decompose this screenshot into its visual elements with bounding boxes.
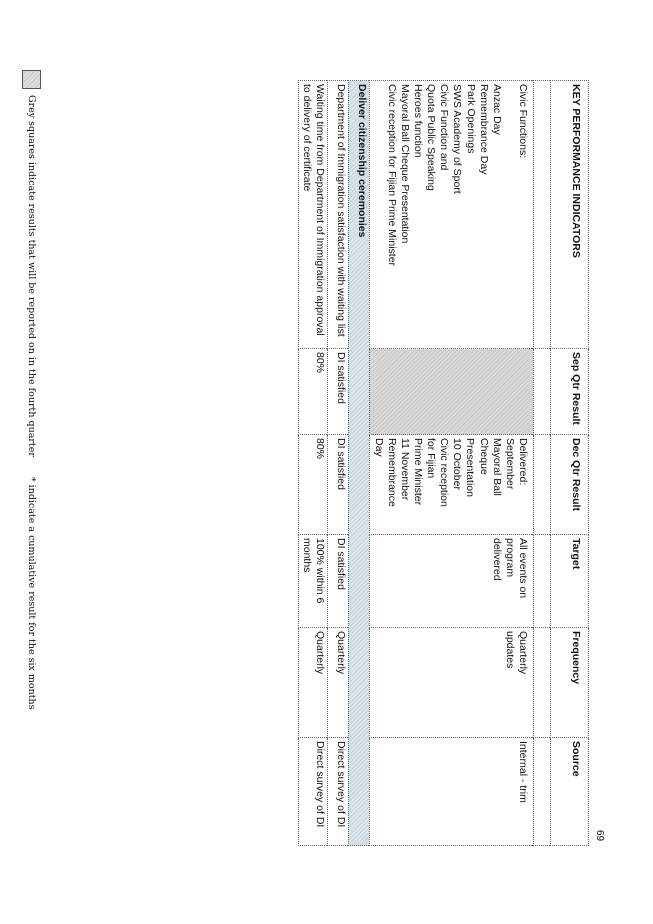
row-source: Direct survey of DI (327, 737, 349, 846)
row-target: DI satisfied (327, 534, 349, 628)
row-sep: DI satisfied (327, 348, 349, 435)
header-dec-qtr: Dec Qtr Result (550, 434, 589, 535)
civic-frequency-line: updates (503, 631, 516, 669)
civic-kpi-line: Mayoral Ball Cheque Presentation (399, 84, 411, 244)
row-frequency: Quarterly (327, 627, 349, 738)
section-row: Deliver citizenship ceremonies (348, 80, 370, 846)
civic-functions-row: Civic Functions: Anzac Day Remembrance D… (369, 80, 534, 846)
civic-dec-line: Remembrance (385, 438, 398, 507)
civic-kpi-line: Heroes function (412, 84, 425, 158)
blank-line (503, 84, 516, 345)
civic-target-cell: All events on program delivered (369, 534, 534, 628)
civic-kpi-line: Anzac Day (490, 84, 503, 135)
civic-target-line: program (503, 538, 516, 578)
civic-dec-line: 10 October (451, 438, 464, 490)
section-title: Deliver citizenship ceremonies (348, 80, 370, 846)
legend-text: Grey squares indicate results that will … (26, 95, 37, 457)
row-sep: 80% (298, 348, 328, 435)
civic-dec-line: Presentation (464, 438, 477, 497)
header-target: Target (550, 534, 589, 628)
civic-kpi-line: Civic reception for Fijian Prime Ministe… (385, 84, 398, 267)
civic-frequency-cell: Quarterly updates (369, 627, 534, 738)
row-target: 100% within 6 months (298, 534, 328, 628)
row-source: Direct survey of DI (298, 737, 328, 846)
civic-kpi-line: Quota Public Speaking (425, 84, 438, 191)
row-dec: DI satisfied (327, 434, 349, 535)
table-row: Department of Immigration satisfaction w… (327, 80, 349, 846)
civic-dec-line: Delivered: (517, 438, 529, 486)
civic-dec-line: Civic reception (438, 438, 451, 507)
civic-dec-cell: Delivered: September Mayoral Ball Cheque… (369, 434, 534, 535)
sep-result-grey-cell (369, 348, 534, 435)
civic-dec-line: Day (372, 438, 385, 457)
grey-square-legend-icon (22, 70, 41, 89)
civic-frequency-line: Quarterly (517, 631, 529, 675)
page-number: 69 (594, 830, 605, 842)
civic-target-line: All events on (517, 538, 529, 599)
civic-kpi-line: Civic Functions: (517, 84, 529, 159)
civic-dec-line: 11 November (398, 438, 411, 501)
row-dec: 80% (298, 434, 328, 535)
civic-kpi-line: Park Openings (464, 84, 477, 154)
civic-dec-line: for Fijian (425, 438, 438, 479)
civic-dec-line: Cheque (477, 438, 490, 475)
civic-target-line: delivered (490, 538, 503, 581)
header-kpi: KEY PERFORMANCE INDICATORS (550, 80, 589, 349)
civic-dec-line: Mayoral Ball (490, 438, 503, 496)
header-sep-qtr: Sep Qtr Result (550, 348, 589, 435)
civic-kpi-line: SWS Academy of Sport (451, 84, 464, 194)
civic-kpi-cell: Civic Functions: Anzac Day Remembrance D… (369, 80, 534, 349)
row-frequency: Quarterly (298, 627, 328, 738)
civic-source-cell: Internal - trim (369, 737, 534, 846)
spacer-row (533, 80, 551, 846)
footer: Grey squares indicate results that will … (22, 70, 41, 850)
civic-dec-line: Prime Minister (412, 438, 424, 506)
table-row: Waiting time from Department of Immigrat… (298, 80, 328, 846)
cumulative-footnote: * indicate a cumulative result for the s… (26, 476, 37, 710)
civic-kpi-line: Remembrance Day (477, 84, 490, 175)
row-kpi: Waiting time from Department of Immigrat… (298, 80, 328, 349)
header-source: Source (550, 737, 589, 846)
civic-dec-line: September (503, 438, 516, 490)
kpi-table: KEY PERFORMANCE INDICATORS Sep Qtr Resul… (298, 80, 589, 846)
row-kpi: Department of Immigration satisfaction w… (327, 80, 349, 349)
header-row: KEY PERFORMANCE INDICATORS Sep Qtr Resul… (550, 80, 589, 846)
header-frequency: Frequency (550, 627, 589, 738)
civic-kpi-line: Civic Function and (438, 84, 451, 171)
